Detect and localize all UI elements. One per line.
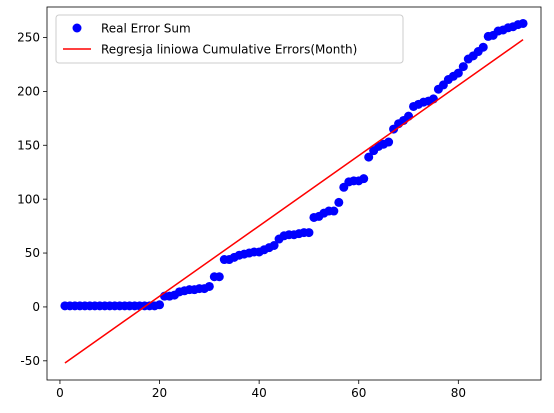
- axes-frame: [46, 6, 542, 381]
- y-tick-label: 100: [17, 192, 40, 206]
- x-tick-label: 20: [152, 386, 167, 400]
- y-tick-label: 0: [32, 300, 40, 314]
- x-tick-label: 0: [56, 386, 64, 400]
- regression-line: [64, 39, 524, 364]
- data-point: [214, 272, 224, 282]
- axes: 0 20 40 60 80 -50 0 50 100 150 200 250: [17, 6, 542, 400]
- data-point: [458, 62, 468, 72]
- y-tick-label: -50: [20, 354, 40, 368]
- x-tick-label: 80: [451, 386, 466, 400]
- plot-area: [60, 18, 528, 364]
- plot-marks: [60, 18, 528, 364]
- data-point: [364, 152, 374, 162]
- data-point: [269, 241, 279, 251]
- data-point: [155, 300, 165, 310]
- data-point: [359, 174, 369, 184]
- data-point: [518, 18, 528, 28]
- legend-label: Regresja liniowa Cumulative Errors(Month…: [101, 42, 357, 56]
- y-tick-label: 50: [25, 246, 40, 260]
- x-tick-label: 60: [351, 386, 366, 400]
- data-point: [384, 137, 394, 147]
- legend-swatch-marker: [72, 23, 82, 33]
- y-tick-label: 200: [17, 85, 40, 99]
- legend-label: Real Error Sum: [101, 21, 191, 35]
- x-tick-label: 40: [252, 386, 267, 400]
- data-point: [404, 111, 414, 121]
- y-tick-label: 250: [17, 31, 40, 45]
- data-point: [334, 197, 344, 207]
- y-tick-label: 150: [17, 138, 40, 152]
- data-point: [304, 228, 314, 238]
- legend-box: [55, 14, 404, 64]
- data-point: [453, 68, 463, 78]
- legend: Real Error Sum Regresja liniowa Cumulativ…: [55, 14, 404, 64]
- data-point: [478, 42, 488, 52]
- data-point: [204, 281, 214, 291]
- data-point: [329, 206, 339, 216]
